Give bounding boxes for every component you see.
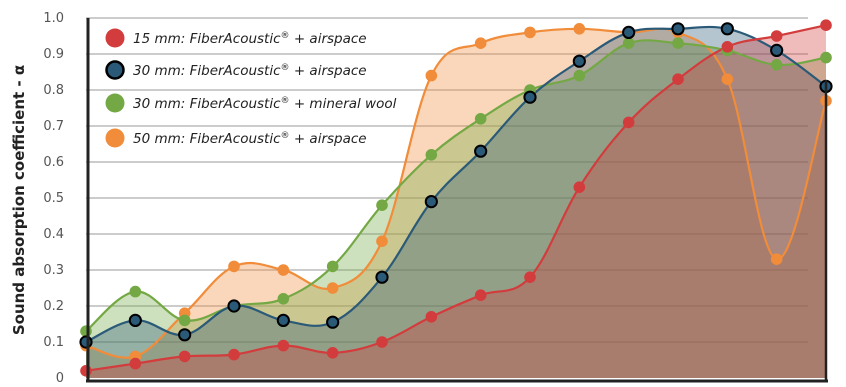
point-15-mm-fiberacoustic-airspace: [228, 348, 240, 361]
point-30-mm-fiberacoustic-airspace: [178, 328, 192, 342]
area-30-mm-fiberacoustic-mineral-wool: [86, 40, 826, 379]
legend-entry-30-mm-fiberacoustic-airspace: 30 mm: FiberAcoustic® + airspace: [133, 63, 367, 79]
point-50-mm-fiberacoustic-airspace: [277, 264, 290, 276]
line-15-mm-fiberacoustic-airspace: [85, 24, 827, 372]
series-lines: [85, 24, 828, 372]
line-30-mm-fiberacoustic-airspace: [85, 25, 827, 344]
point-15-mm-fiberacoustic-airspace: [425, 311, 438, 323]
y-tick-label: 0.3: [43, 263, 64, 278]
point-30-mm-fiberacoustic-mineral-wool: [326, 260, 339, 273]
point-15-mm-fiberacoustic-airspace: [672, 73, 684, 85]
point-15-mm-fiberacoustic-airspace: [277, 339, 290, 352]
point-30-mm-fiberacoustic-mineral-wool: [672, 37, 684, 49]
legend-entry-30-mm-fiberacoustic-mineral-wool: 30 mm: FiberAcoustic® + mineral wool: [133, 96, 397, 112]
legend-swatch-30-mm-fiberacoustic-airspace: [105, 60, 125, 80]
point-30-mm-fiberacoustic-airspace: [474, 144, 488, 158]
point-50-mm-fiberacoustic-airspace: [425, 69, 438, 82]
y-tick-label: 0.8: [43, 83, 64, 98]
y-tick-label: 0.1: [43, 335, 64, 350]
point-30-mm-fiberacoustic-airspace: [424, 195, 438, 209]
line-30-mm-fiberacoustic-mineral-wool: [85, 39, 827, 333]
point-30-mm-fiberacoustic-airspace: [770, 43, 784, 58]
point-30-mm-fiberacoustic-airspace: [375, 270, 389, 284]
y-tick-label: 0.7: [43, 119, 64, 134]
legend: 15 mm: FiberAcoustic® + airspace 30 mm: F…: [105, 28, 397, 148]
point-15-mm-fiberacoustic-airspace: [129, 357, 142, 370]
legend-swatch-30-mm-fiberacoustic-mineral-wool: [105, 93, 125, 113]
legend-swatch-50-mm-fiberacoustic-airspace: [105, 128, 125, 148]
axes: [86, 18, 828, 383]
point-15-mm-fiberacoustic-airspace: [474, 289, 487, 302]
point-15-mm-fiberacoustic-airspace: [326, 347, 339, 359]
legend-swatch-15-mm-fiberacoustic-airspace: [105, 28, 125, 48]
y-tick-label: 0.2: [43, 299, 64, 314]
point-15-mm-fiberacoustic-airspace: [622, 116, 635, 129]
point-30-mm-fiberacoustic-airspace: [523, 90, 537, 104]
point-50-mm-fiberacoustic-airspace: [228, 260, 240, 273]
point-30-mm-fiberacoustic-airspace: [720, 22, 734, 36]
area-30-mm-fiberacoustic-airspace: [86, 26, 826, 378]
point-30-mm-fiberacoustic-airspace: [128, 313, 142, 327]
point-30-mm-fiberacoustic-mineral-wool: [425, 149, 438, 161]
point-15-mm-fiberacoustic-airspace: [770, 30, 783, 42]
y-tick-label: 1.0: [43, 11, 64, 26]
y-tick-label: 0.6: [43, 155, 64, 170]
point-30-mm-fiberacoustic-mineral-wool: [178, 314, 191, 327]
point-30-mm-fiberacoustic-airspace: [326, 315, 340, 329]
area-50-mm-fiberacoustic-airspace: [86, 28, 826, 379]
point-50-mm-fiberacoustic-airspace: [770, 253, 783, 265]
point-50-mm-fiberacoustic-airspace: [474, 37, 487, 49]
y-tick-label: 0: [56, 371, 64, 386]
point-30-mm-fiberacoustic-airspace: [79, 335, 93, 349]
point-30-mm-fiberacoustic-mineral-wool: [80, 325, 92, 338]
area-15-mm-fiberacoustic-airspace: [86, 25, 826, 378]
y-tick-label: 0.5: [43, 191, 64, 206]
point-30-mm-fiberacoustic-airspace: [622, 25, 636, 40]
point-30-mm-fiberacoustic-airspace: [276, 313, 290, 327]
line-50-mm-fiberacoustic-airspace: [85, 27, 828, 359]
point-15-mm-fiberacoustic-airspace: [820, 19, 832, 32]
y-tick-labels: 0 0.1 0.2 0.3 0.4 0.5 0.6 0.7 0.8 0.9 1.0: [43, 11, 64, 386]
series-areas: [86, 25, 826, 379]
y-tick-label: 0.4: [43, 227, 64, 242]
point-30-mm-fiberacoustic-mineral-wool: [622, 37, 635, 49]
y-axis-label: Sound absorption coefficient - α: [10, 65, 28, 335]
point-15-mm-fiberacoustic-airspace: [573, 181, 586, 193]
point-15-mm-fiberacoustic-airspace: [376, 336, 388, 348]
point-50-mm-fiberacoustic-airspace: [573, 23, 586, 35]
point-30-mm-fiberacoustic-mineral-wool: [376, 199, 388, 211]
point-15-mm-fiberacoustic-airspace: [80, 365, 92, 377]
point-50-mm-fiberacoustic-airspace: [326, 282, 339, 294]
point-30-mm-fiberacoustic-mineral-wool: [573, 69, 586, 82]
point-30-mm-fiberacoustic-mineral-wool: [277, 293, 290, 305]
y-tick-label: 0.9: [43, 47, 64, 62]
point-30-mm-fiberacoustic-mineral-wool: [770, 59, 783, 71]
point-50-mm-fiberacoustic-airspace: [524, 26, 536, 39]
point-30-mm-fiberacoustic-airspace: [227, 299, 241, 313]
point-50-mm-fiberacoustic-airspace: [376, 235, 388, 247]
point-30-mm-fiberacoustic-airspace: [572, 54, 586, 68]
point-30-mm-fiberacoustic-mineral-wool: [820, 51, 832, 64]
point-30-mm-fiberacoustic-mineral-wool: [129, 285, 142, 298]
point-50-mm-fiberacoustic-airspace: [721, 73, 734, 85]
legend-entry-15-mm-fiberacoustic-airspace: 15 mm: FiberAcoustic® + airspace: [133, 31, 367, 47]
point-15-mm-fiberacoustic-airspace: [721, 41, 734, 53]
point-30-mm-fiberacoustic-airspace: [671, 22, 685, 36]
legend-entry-50-mm-fiberacoustic-airspace: 50 mm: FiberAcoustic® + airspace: [133, 131, 367, 147]
point-15-mm-fiberacoustic-airspace: [524, 271, 536, 284]
point-15-mm-fiberacoustic-airspace: [178, 350, 191, 363]
point-30-mm-fiberacoustic-mineral-wool: [474, 113, 487, 125]
